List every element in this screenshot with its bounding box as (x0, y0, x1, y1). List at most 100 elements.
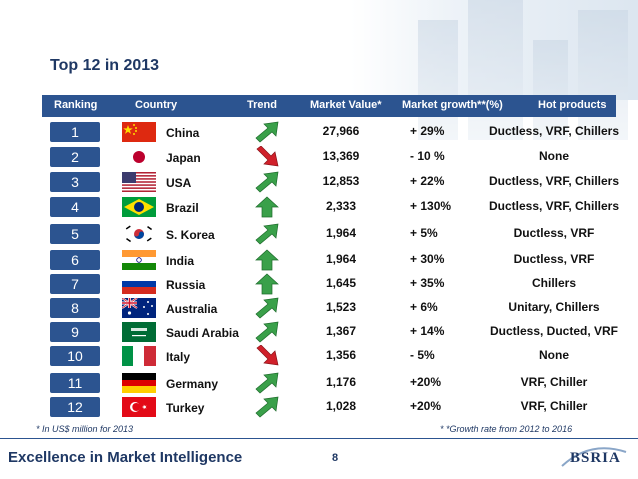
saudi-flag-icon (122, 322, 156, 342)
country-name: Saudi Arabia (166, 326, 239, 340)
italy-flag-icon (122, 346, 156, 366)
header-market-growth: Market growth**(%) (402, 99, 503, 111)
table-row: 3 USA 12,853 + 22% Ductless, VRF, Chillers (0, 170, 638, 194)
table-row: 2 Japan 13,369 - 10 % None (0, 145, 638, 169)
rank-badge: 6 (50, 250, 100, 270)
country-name: Germany (166, 377, 219, 391)
slide-title: Top 12 in 2013 (50, 57, 160, 74)
hot-products: Ductless, VRF, Chillers (488, 174, 620, 188)
country-name: S. Korea (166, 228, 215, 242)
background-sky (0, 0, 638, 100)
country-name: Italy (166, 350, 191, 364)
header-country: Country (135, 99, 178, 111)
country-name: Brazil (166, 201, 199, 215)
market-value: 1,176 (325, 375, 357, 389)
hot-products: Ductless, VRF, Chillers (488, 199, 620, 213)
market-value: 27,966 (322, 124, 360, 138)
market-growth: + 22% (410, 174, 445, 188)
rank-badge: 12 (50, 397, 100, 417)
market-value: 1,523 (325, 300, 357, 314)
trend-up-arrow-icon (255, 273, 279, 295)
country-name: India (166, 254, 195, 268)
rank-badge: 10 (50, 346, 100, 366)
hot-products: VRF, Chiller (520, 399, 588, 413)
header-market-value: Market Value* (310, 99, 382, 111)
usa-flag-icon (122, 172, 156, 192)
turkey-flag-icon (122, 397, 156, 417)
rank-badge: 4 (50, 197, 100, 217)
russia-flag-icon (122, 274, 156, 294)
brazil-flag-icon (122, 197, 156, 217)
market-growth: + 5% (410, 226, 438, 240)
rank-badge: 3 (50, 172, 100, 192)
hot-products: None (539, 348, 569, 362)
market-growth: + 30% (410, 252, 445, 266)
market-growth: + 35% (410, 276, 445, 290)
table-row: 8 Australia 1,523 + 6% Unitary, Chillers (0, 296, 638, 320)
hot-products: Chillers (531, 276, 576, 290)
footer-divider (0, 438, 638, 439)
page-number: 8 (332, 452, 339, 464)
market-value: 1,367 (325, 324, 357, 338)
market-growth: - 5% (410, 348, 435, 362)
market-value: 12,853 (322, 174, 360, 188)
market-value: 1,356 (325, 348, 357, 362)
korea-flag-icon (122, 224, 156, 244)
hot-products: None (539, 149, 569, 163)
table-row: 6 India 1,964 + 30% Ductless, VRF (0, 248, 638, 272)
hot-products: Ductless, VRF (513, 226, 595, 240)
market-value: 2,333 (325, 199, 357, 213)
bsria-logo-text: BSRIA (570, 450, 621, 466)
bsria-logo: BSRIA (560, 444, 630, 472)
rank-badge: 8 (50, 298, 100, 318)
trend-up-right-arrow-icon (255, 396, 279, 418)
market-growth: + 29% (410, 124, 445, 138)
table-row: 9 Saudi Arabia 1,367 + 14% Ductless, Ducted,… (0, 320, 638, 344)
market-growth: - 10 % (410, 149, 445, 163)
header-hot-products: Hot products (538, 99, 607, 111)
japan-flag-icon (122, 147, 156, 167)
trend-up-right-arrow-icon (255, 321, 279, 343)
market-growth: + 130% (410, 199, 452, 213)
market-growth: + 14% (410, 324, 445, 338)
india-flag-icon (122, 250, 156, 270)
market-growth: +20% (410, 399, 442, 413)
table-row: 5 S. Korea 1,964 + 5% Ductless, VRF (0, 222, 638, 246)
country-name: Japan (166, 151, 201, 165)
footnote-market-value: * In US$ million for 2013 (36, 424, 134, 434)
china-flag-icon (122, 122, 156, 142)
table-row: 4 Brazil 2,333 + 130% Ductless, VRF, Chiller… (0, 195, 638, 219)
table-row: 1 China 27,966 + 29% Ductless, VRF, Chillers (0, 120, 638, 144)
australia-flag-icon (122, 298, 156, 318)
market-growth: +20% (410, 375, 442, 389)
hot-products: Ductless, Ducted, VRF (489, 324, 619, 338)
rank-badge: 9 (50, 322, 100, 342)
market-value: 1,964 (325, 252, 357, 266)
trend-up-right-arrow-icon (255, 223, 279, 245)
table-row: 11 Germany 1,176 +20% VRF, Chiller (0, 371, 638, 395)
trend-up-right-arrow-icon (255, 372, 279, 394)
country-name: Turkey (166, 401, 205, 415)
trend-down-arrow-icon (256, 345, 279, 366)
rank-badge: 5 (50, 224, 100, 244)
trend-up-right-arrow-icon (255, 171, 279, 193)
country-name: China (166, 126, 200, 140)
country-name: Australia (166, 302, 218, 316)
market-value: 1,028 (325, 399, 357, 413)
footnote-growth: * *Growth rate from 2012 to 2016 (440, 424, 573, 434)
hot-products: Ductless, VRF, Chillers (488, 124, 620, 138)
market-value: 1,964 (325, 226, 357, 240)
market-growth: + 6% (410, 300, 438, 314)
table-row: 7 Russia 1,645 + 35% Chillers (0, 272, 638, 296)
trend-down-arrow-icon (256, 146, 279, 167)
country-name: Russia (166, 278, 206, 292)
header-ranking: Ranking (54, 99, 98, 111)
table-header: Ranking Country Trend Market Value* Mark… (42, 95, 616, 117)
bsria-logo-swoosh (561, 447, 627, 467)
germany-flag-icon (122, 373, 156, 393)
trend-up-arrow-icon (255, 196, 279, 218)
rank-badge: 11 (50, 373, 100, 393)
table-row: 12 Turkey 1,028 +20% VRF, Chiller (0, 395, 638, 419)
header-trend: Trend (247, 99, 277, 111)
country-name: USA (166, 176, 192, 190)
